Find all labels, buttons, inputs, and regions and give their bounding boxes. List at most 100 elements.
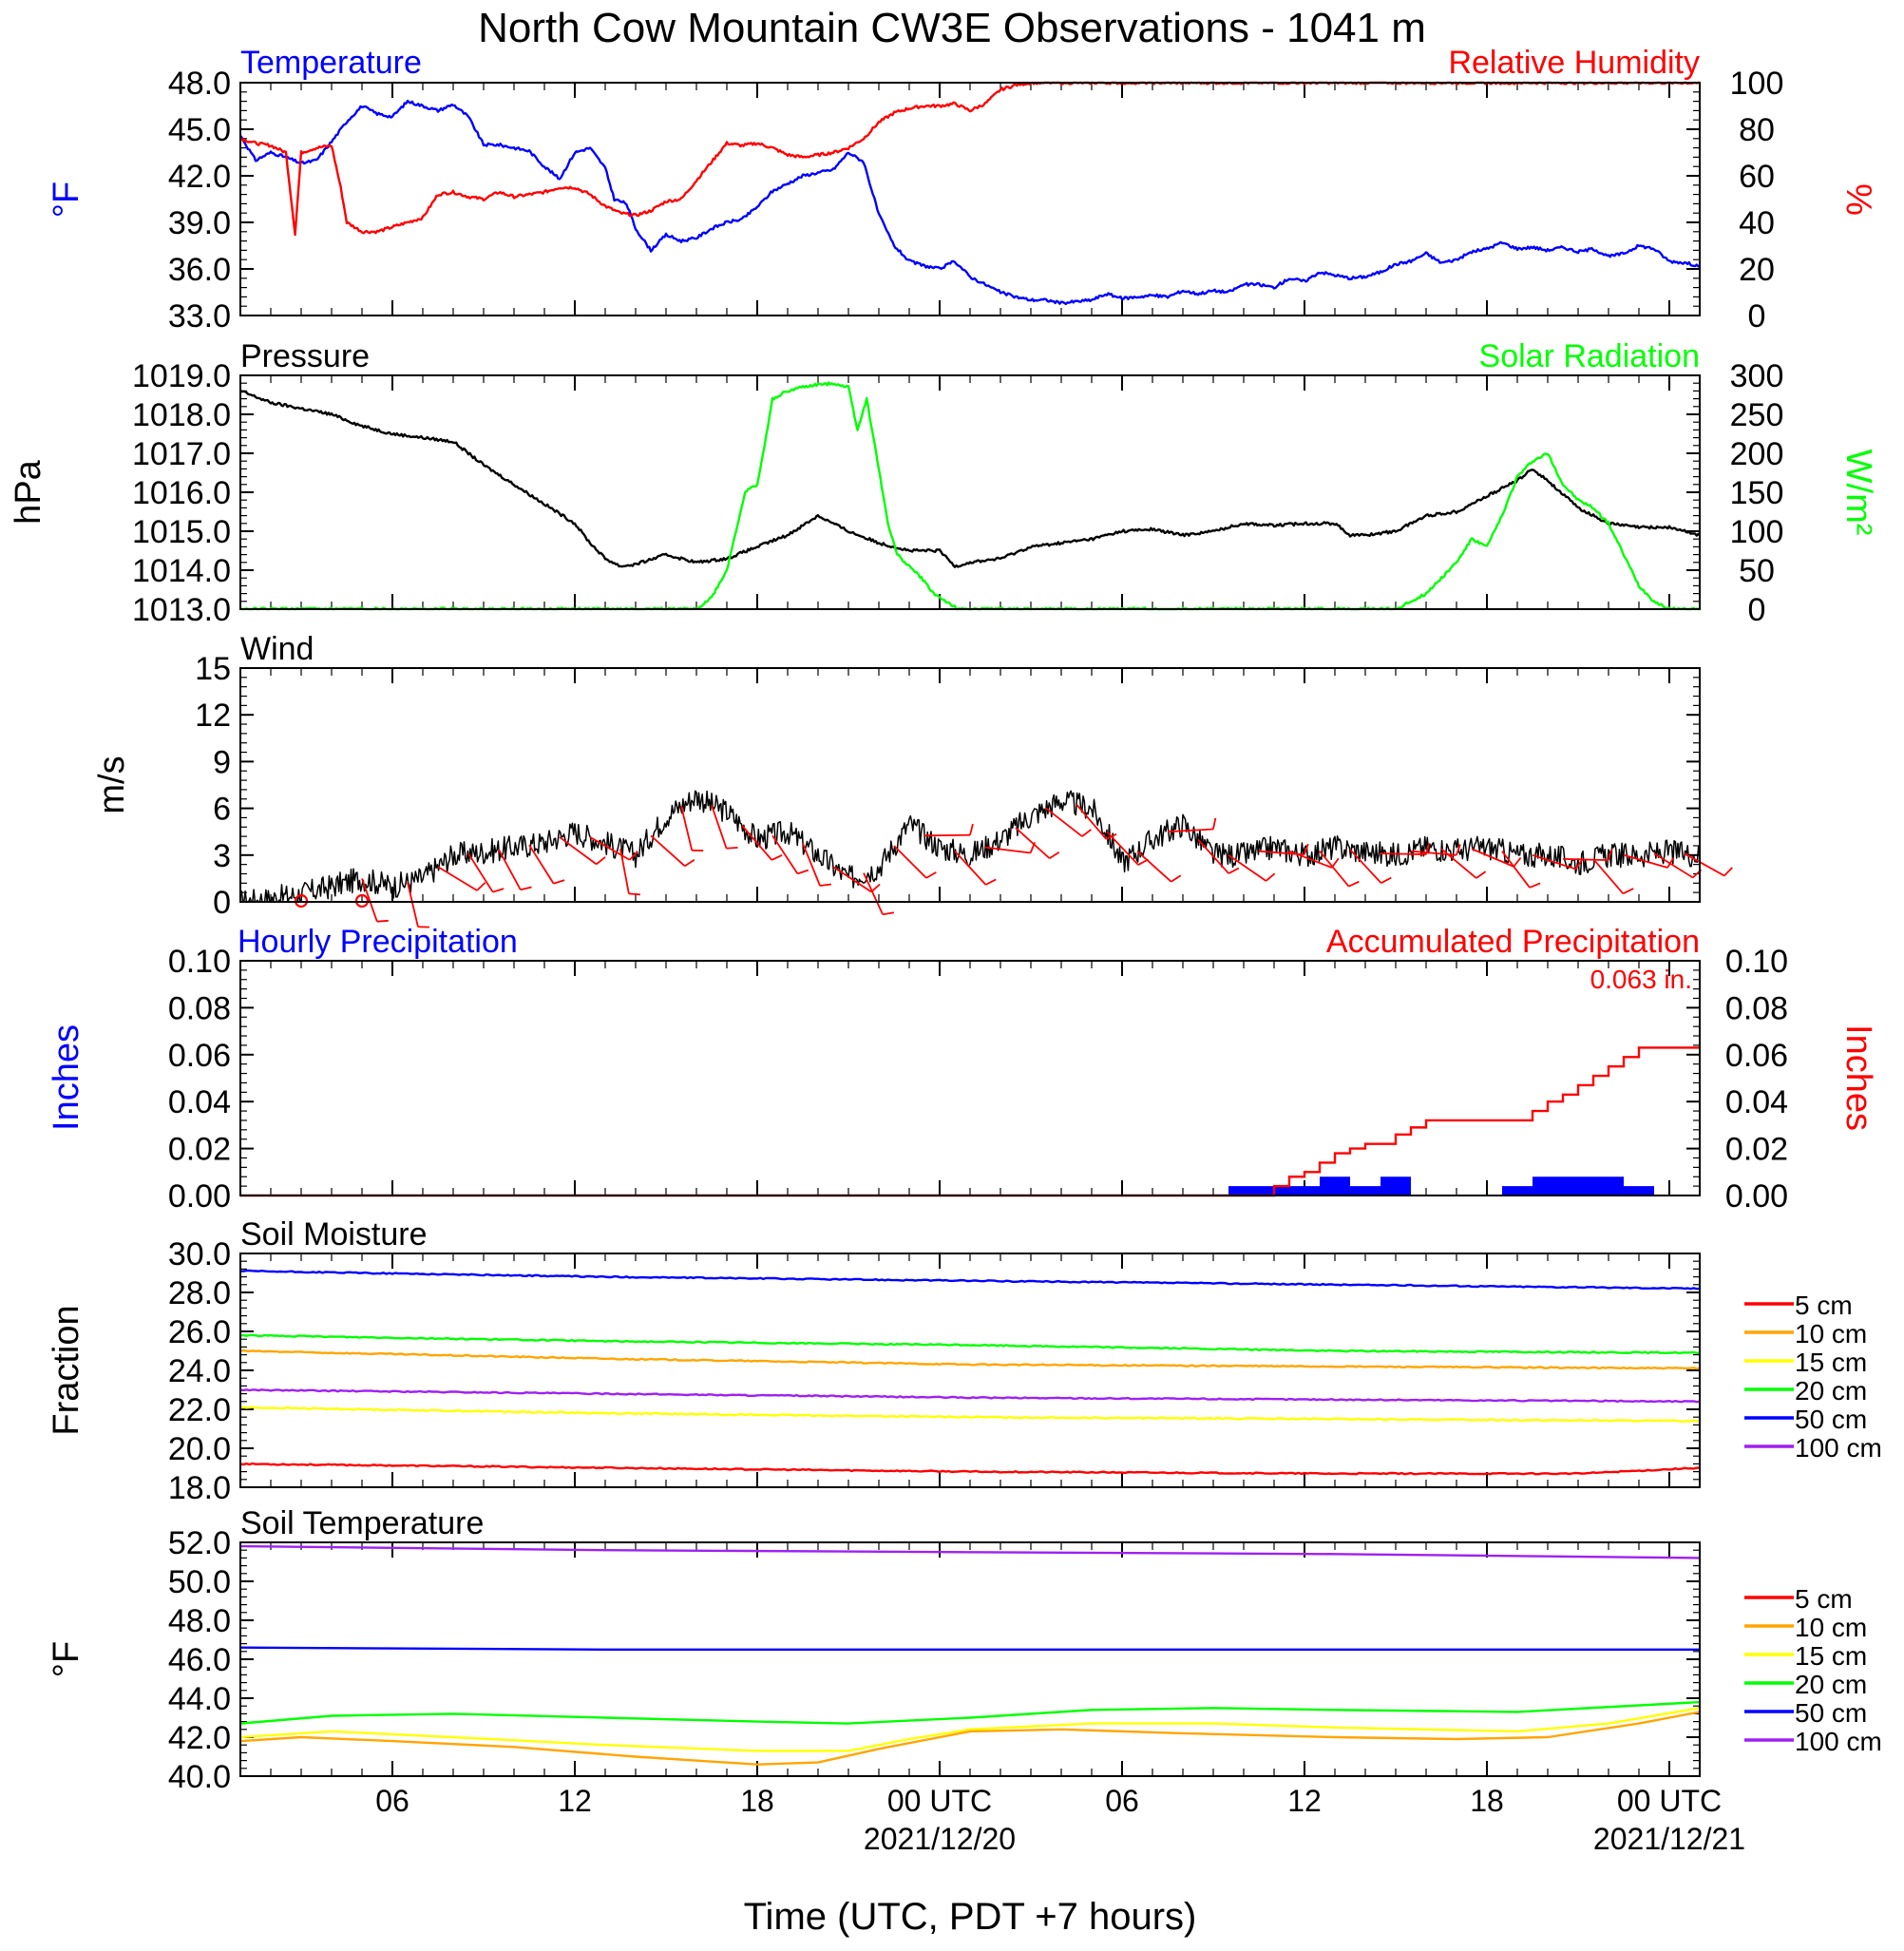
y-right-tick-label: 150 <box>1730 475 1784 511</box>
wind-barb-staff <box>1319 851 1350 888</box>
y-tick-label: 0.00 <box>168 1178 231 1215</box>
x-tick-label: 12 <box>558 1784 592 1818</box>
wind-barb-flag <box>797 869 809 875</box>
wind-barb-staff <box>1197 838 1229 874</box>
wind-barb-staff <box>467 852 494 893</box>
series-line-50cm <box>239 1269 1701 1291</box>
series-line-10cm <box>239 1711 1701 1766</box>
y-right-tick-label: 60 <box>1739 159 1775 195</box>
y-tick-label: 0 <box>213 885 231 921</box>
soil-temperature-axis-label: °F <box>47 1641 86 1677</box>
wind-title: Wind <box>240 631 314 667</box>
y-tick-label: 20.0 <box>168 1431 231 1467</box>
wind-barb-flag <box>1171 874 1182 883</box>
accum-precip-total: 0.063 in. <box>1590 965 1692 994</box>
legend-label: 15 cm <box>1795 1348 1867 1377</box>
series-line-100cm <box>239 1544 1701 1559</box>
series-line-left-0 <box>239 790 1701 903</box>
y-right-tick-label: 50 <box>1739 553 1775 589</box>
panel-precipitation: 0.00 0.02 0.04 0.06 0.08 0.10 0.00 0.02 0.04 0.06… <box>47 924 1878 1215</box>
y-right-tick-label: 100 <box>1730 66 1784 102</box>
legend-label: 5 cm <box>1795 1584 1853 1614</box>
wind-barb-flag <box>1212 817 1217 830</box>
x-tick-label: 06 <box>375 1784 409 1818</box>
series-line-10cm <box>239 1348 1701 1370</box>
y-right-tick-label: 200 <box>1730 436 1784 472</box>
wind-barb-staff <box>893 845 927 879</box>
y-tick-label: 12 <box>195 698 231 734</box>
wind-barb-staff <box>361 878 378 923</box>
series-line-5cm <box>239 1462 1701 1476</box>
y-tick-label: 42.0 <box>168 159 231 195</box>
y-tick-label: 0.10 <box>168 944 231 980</box>
precip-bar <box>1320 1176 1350 1195</box>
y-tick-label: 40.0 <box>168 1759 231 1795</box>
wind-barb-staff <box>1015 827 1051 859</box>
wind-barb-staff <box>498 849 522 890</box>
legend-label: 50 cm <box>1795 1405 1867 1434</box>
y-right-tick-label: 20 <box>1739 252 1775 288</box>
y-tick-label: 3 <box>213 838 231 874</box>
wind-barb-staff <box>771 834 799 874</box>
precip-bar <box>1380 1176 1411 1195</box>
wind-barb-flag <box>882 911 895 916</box>
precip-bar <box>1563 1176 1593 1195</box>
y-right-tick-label: 250 <box>1730 397 1784 433</box>
wind-barb-flag <box>1304 843 1309 855</box>
panel-temperature-humidity: 33.0 36.0 39.0 42.0 45.0 48.0 0 20 40 60 80 100 Tem… <box>47 45 1878 335</box>
soil-moisture-axis-label: Fraction <box>47 1305 86 1435</box>
wind-barb-flag <box>819 883 832 887</box>
y-tick-label: 6 <box>213 792 231 828</box>
y-right-tick-label: 0 <box>1748 592 1766 628</box>
panel-frame <box>239 1541 1701 1777</box>
panel-frame <box>239 960 1701 1196</box>
x-tick-label: 12 <box>1287 1784 1322 1818</box>
wind-barb-flag <box>628 892 640 896</box>
legend-label: 50 cm <box>1795 1698 1867 1728</box>
precip-right-axis-label: Inches <box>1838 1024 1878 1131</box>
legend-label: 100 cm <box>1795 1727 1882 1756</box>
humidity-axis-label: % <box>1838 183 1878 216</box>
wind-axis-label: m/s <box>92 756 132 813</box>
wind-barb-staff <box>1228 854 1267 882</box>
wind-barb-staff <box>984 846 1031 854</box>
wind-barb-flag <box>969 823 974 835</box>
wind-barb-staff <box>863 872 884 915</box>
wind-barb-flag <box>1574 858 1583 870</box>
legend-label: 20 cm <box>1795 1670 1867 1699</box>
y-tick-label: 1013.0 <box>132 592 231 628</box>
precip-bar <box>1350 1186 1380 1195</box>
wind-barb-flag <box>1608 849 1613 861</box>
y-tick-label: 24.0 <box>168 1353 231 1389</box>
series-line-right-1 <box>239 81 1700 237</box>
soil-moisture-title: Soil Moisture <box>240 1216 428 1253</box>
wind-barb-flag <box>492 888 505 893</box>
wind-barb-staff <box>1288 850 1333 869</box>
y-right-tick-label: 40 <box>1739 205 1775 241</box>
x-axis-title: Time (UTC, PDT +7 hours) <box>744 1896 1197 1938</box>
x-date-label: 2021/12/21 <box>1593 1822 1745 1856</box>
y-right-tick-label: 0.04 <box>1725 1084 1788 1120</box>
wind-barb-flag <box>1265 872 1276 882</box>
y-right-tick-label: 80 <box>1739 112 1775 148</box>
legend-label: 10 cm <box>1795 1613 1867 1642</box>
wind-barb-flag <box>985 878 997 886</box>
y-tick-label: 0.08 <box>168 990 231 1026</box>
solar-axis-label: W/m² <box>1838 449 1878 536</box>
series-line-15cm <box>239 1707 1701 1752</box>
wind-barb-staff <box>1167 828 1213 833</box>
wind-barb-staff <box>1349 849 1382 884</box>
wind-barb-flag <box>553 879 565 885</box>
series-line-left-0 <box>239 389 1701 568</box>
wind-barb-staff <box>1623 853 1668 869</box>
x-tick-label: 06 <box>1105 1784 1139 1818</box>
solar-title: Solar Radiation <box>1479 338 1700 374</box>
wind-barb-staff <box>437 866 478 891</box>
y-tick-label: 45.0 <box>168 112 231 148</box>
legend-label: 100 cm <box>1795 1433 1882 1463</box>
x-tick-label: 18 <box>740 1784 774 1818</box>
series-line-20cm <box>239 1333 1701 1355</box>
wind-barb-staff <box>1106 831 1139 866</box>
y-right-tick-label: 0 <box>1748 298 1766 335</box>
